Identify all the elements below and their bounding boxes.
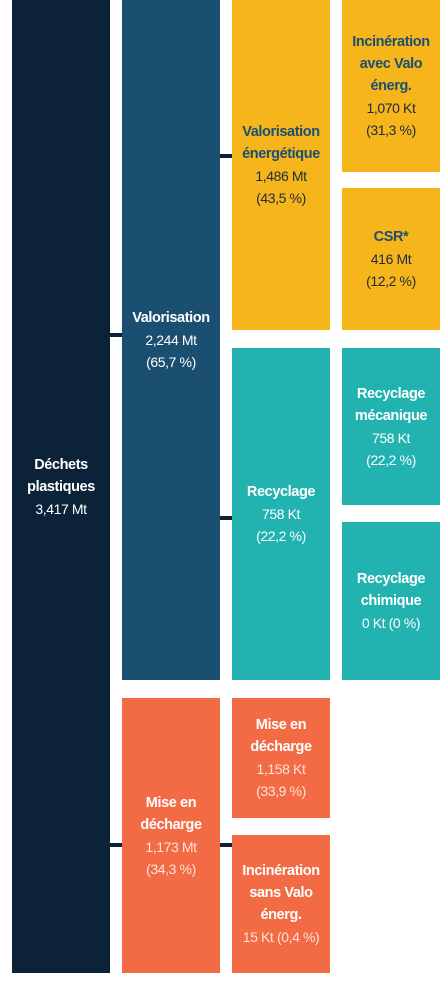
node-title: Déchets plastiques [27, 456, 95, 495]
node-title: Mise en décharge [140, 794, 202, 833]
node: Valorisation 2,244 Mt (65,7 %) [122, 0, 220, 680]
node-title: Incinération sans Valo énerg. [242, 863, 320, 923]
node: Incinération sans Valo énerg. 15 Kt (0,4… [232, 835, 330, 973]
node: Recyclage chimique 0 Kt (0 %) [342, 522, 440, 680]
node-value: 0 Kt [361, 615, 386, 631]
node-title: Valorisation énergétique [242, 124, 320, 162]
node-title: Incinération avec Valo énerg. [352, 34, 430, 94]
node-share: (34,3 %) [146, 860, 196, 877]
node-share: (65,7 %) [146, 354, 196, 370]
node-title: Valorisation [132, 310, 210, 326]
node-value: 3,417 Mt [35, 500, 87, 517]
node-value: 758 Kt [371, 429, 411, 446]
node-value: 1,158 Kt [256, 761, 306, 777]
connector [218, 154, 234, 158]
node: Recyclage 758 Kt (22,2 %) [232, 348, 330, 680]
node-value: 1,173 Mt [145, 838, 197, 855]
node-share: (31,3 %) [366, 122, 416, 138]
node-share: (12,2 %) [366, 273, 416, 289]
node-value: 1,070 Kt [366, 100, 416, 116]
node-share: (22,2 %) [366, 451, 416, 468]
node-value: 2,244 Mt [145, 332, 197, 348]
node-share: (33,9 %) [256, 783, 306, 799]
node-title: Recyclage [246, 484, 316, 500]
node: Incinération avec Valo énerg. 1,070 Kt (… [342, 0, 440, 172]
node: CSR* 416 Mt (12,2 %) [342, 188, 440, 330]
connector [218, 843, 234, 847]
node-value: 15 Kt [242, 929, 274, 945]
node: Déchets plastiques 3,417 Mt [12, 0, 110, 973]
connector [108, 843, 124, 847]
node: Mise en décharge 1,173 Mt (34,3 %) [122, 698, 220, 973]
node-value: 416 Mt [370, 251, 412, 267]
node-value: 1,486 Mt [255, 168, 307, 184]
connector [218, 516, 234, 520]
node: Recyclage mécanique 758 Kt (22,2 %) [342, 348, 440, 505]
node-value: 758 Kt [261, 506, 301, 522]
node-share: (0,4 %) [276, 929, 320, 945]
node-title: CSR* [373, 229, 409, 245]
node-title: Recyclage mécanique [354, 385, 428, 424]
node-share: (0 %) [388, 615, 421, 631]
node-share: (22,2 %) [256, 528, 306, 544]
node-title: Recyclage chimique [356, 571, 426, 609]
node: Mise en décharge 1,158 Kt (33,9 %) [232, 698, 330, 818]
node-title: Mise en décharge [250, 717, 312, 755]
connector [108, 333, 124, 337]
node: Valorisation énergétique 1,486 Mt (43,5 … [232, 0, 330, 330]
node-share: (43,5 %) [256, 190, 306, 206]
